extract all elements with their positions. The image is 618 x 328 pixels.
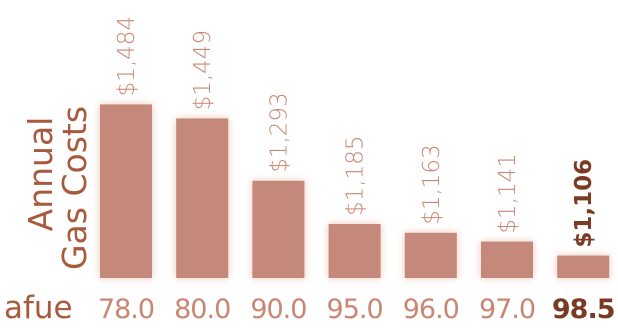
bar-97.0 [481,241,533,278]
bar-95.0 [328,224,381,278]
x-tick-label-90.0: 90.0 [250,294,306,325]
x-tick-label-95.0: 95.0 [327,294,383,325]
bar-90.0 [252,180,305,278]
value-label-78.0: $1,484 [114,16,140,96]
y-axis-label-line-1: Annual [21,117,60,232]
x-axis-label: afue [4,290,73,326]
value-label-97.0: $1,141 [495,153,521,233]
bar-80.0 [176,118,229,279]
value-label-98.5: $1,106 [571,159,597,248]
value-labels-group: $1,484 $1,449 $1,293 $1,185 $1,163 $1,141 $1,1… [114,16,597,248]
x-tick-label-97.0: 97.0 [479,294,535,325]
value-label-90.0: $1,293 [266,92,292,172]
x-tick-label-78.0: 78.0 [98,294,154,325]
bar-96.0 [404,232,457,278]
y-axis-label: Annual Gas Costs [21,106,94,270]
y-axis-label-line-2: Gas Costs [55,106,94,270]
x-tick-label-80.0: 80.0 [174,294,230,325]
bar-78.0 [100,104,152,279]
value-label-95.0: $1,185 [343,136,369,216]
bars-group [100,104,610,279]
value-label-80.0: $1,449 [190,30,216,110]
bar-98.5 [557,255,610,278]
value-label-96.0: $1,163 [419,144,445,224]
x-tick-label-98.5: 98.5 [552,294,615,325]
x-tick-label-96.0: 96.0 [403,294,459,325]
x-tick-labels-group: 78.0 80.0 90.0 95.0 96.0 97.0 98.5 [98,294,616,325]
